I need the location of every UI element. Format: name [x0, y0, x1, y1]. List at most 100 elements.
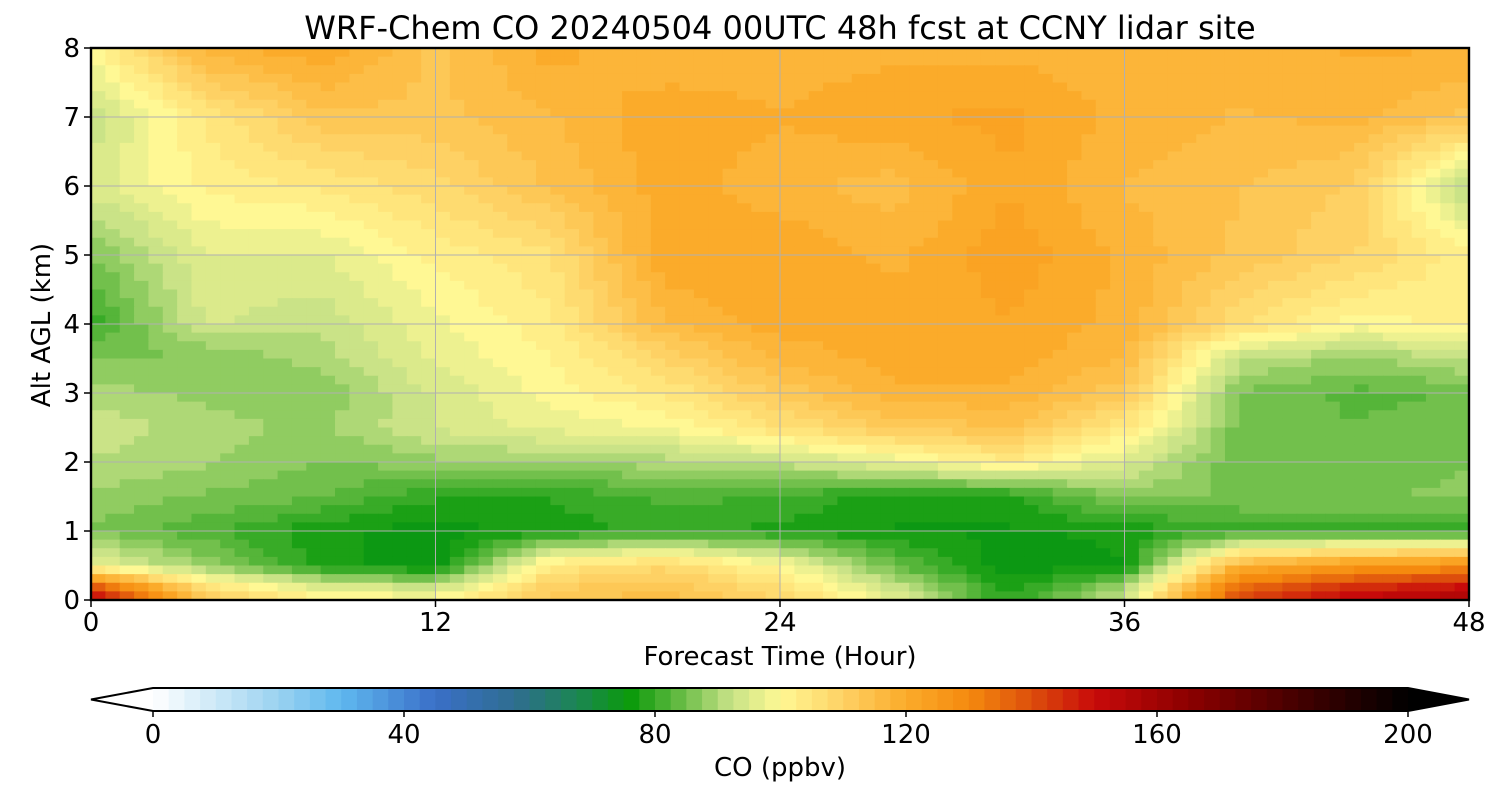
heatmap-cell — [406, 289, 422, 299]
heatmap-cell — [119, 237, 135, 247]
heatmap-cell — [263, 358, 279, 368]
heatmap-cell — [1009, 453, 1025, 463]
heatmap-cell — [1196, 211, 1212, 222]
heatmap-cell — [1253, 211, 1269, 222]
heatmap-cell — [579, 462, 594, 472]
heatmap-cell — [191, 393, 207, 403]
heatmap-cell — [363, 203, 379, 213]
heatmap-cell — [1124, 48, 1140, 58]
heatmap-cell — [952, 73, 968, 84]
heatmap-cell — [952, 427, 968, 437]
heatmap-cell — [937, 56, 953, 66]
heatmap-cell — [1239, 82, 1255, 92]
heatmap-cell — [1067, 246, 1083, 256]
heatmap-cell — [1411, 160, 1427, 170]
heatmap-cell — [263, 436, 279, 446]
heatmap-cell — [736, 91, 752, 101]
heatmap-cell — [148, 349, 164, 360]
heatmap-cell — [593, 453, 609, 463]
heatmap-cell — [1368, 315, 1384, 325]
heatmap-cell — [449, 220, 465, 230]
heatmap-cell — [909, 73, 925, 84]
heatmap-cell — [665, 280, 681, 291]
heatmap-cell — [1110, 125, 1126, 135]
heatmap-cell — [1009, 332, 1025, 342]
heatmap-cell — [866, 410, 882, 420]
heatmap-cell — [679, 168, 695, 178]
heatmap-cell — [1253, 237, 1269, 247]
heatmap-cell — [708, 315, 724, 325]
heatmap-cell — [722, 134, 738, 144]
heatmap-cell — [894, 453, 910, 463]
heatmap-cell — [1110, 315, 1126, 325]
heatmap-cell — [880, 255, 896, 265]
heatmap-cell — [435, 263, 451, 273]
heatmap-cell — [1095, 151, 1111, 161]
heatmap-cell — [1009, 444, 1025, 454]
heatmap-cell — [421, 375, 437, 385]
heatmap-cell — [1167, 246, 1183, 256]
heatmap-cell — [851, 246, 867, 256]
heatmap-cell — [1339, 125, 1355, 135]
heatmap-cell — [521, 91, 537, 101]
heatmap-cell — [650, 82, 666, 92]
heatmap-cell — [823, 393, 839, 403]
heatmap-cell — [1268, 324, 1283, 334]
heatmap-cell — [1224, 453, 1240, 463]
heatmap-cell — [923, 315, 939, 325]
heatmap-cell — [492, 410, 508, 420]
heatmap-cell — [392, 263, 408, 273]
heatmap-cell — [794, 280, 810, 291]
heatmap-cell — [478, 186, 494, 196]
heatmap-cell — [1067, 436, 1083, 446]
heatmap-cell — [564, 255, 580, 265]
heatmap-cell — [1138, 487, 1154, 498]
heatmap-cell — [593, 436, 609, 446]
heatmap-cell — [335, 479, 350, 489]
heatmap-cell — [866, 177, 882, 187]
heatmap-cell — [1397, 367, 1413, 377]
heatmap-cell — [1368, 237, 1384, 247]
heatmap-cell — [1339, 436, 1355, 446]
heatmap-cell — [191, 237, 207, 247]
heatmap-cell — [1167, 358, 1183, 368]
heatmap-cell — [105, 220, 121, 230]
heatmap-cell — [851, 255, 867, 265]
heatmap-cell — [119, 436, 135, 446]
heatmap-cell — [1296, 48, 1312, 58]
heatmap-cell — [751, 203, 767, 213]
heatmap-cell — [1224, 470, 1240, 480]
heatmap-cell — [1397, 444, 1413, 454]
heatmap-cell — [1210, 117, 1226, 127]
heatmap-cell — [1210, 168, 1226, 178]
heatmap-cell — [248, 151, 264, 161]
heatmap-cell — [162, 117, 178, 127]
heatmap-cell — [177, 263, 193, 273]
heatmap-cell — [363, 117, 379, 127]
heatmap-cell — [1095, 82, 1111, 92]
heatmap-cell — [1196, 186, 1212, 196]
heatmap-cell — [1210, 48, 1226, 58]
heatmap-cell — [1153, 134, 1169, 144]
heatmap-cell — [291, 73, 307, 84]
heatmap-cell — [1454, 444, 1470, 454]
heatmap-cell — [421, 263, 437, 273]
heatmap-cell — [263, 91, 279, 101]
heatmap-cell — [1368, 108, 1384, 118]
heatmap-cell — [579, 375, 594, 385]
heatmap-cell — [277, 367, 293, 377]
heatmap-cell — [1339, 418, 1355, 429]
heatmap-cell — [478, 134, 494, 144]
heatmap-cell — [1382, 151, 1398, 161]
heatmap-cell — [636, 237, 652, 247]
heatmap-cell — [378, 401, 394, 411]
heatmap-cell — [263, 289, 279, 299]
heatmap-cell — [234, 263, 250, 273]
heatmap-cell — [693, 263, 709, 273]
heatmap-cell — [320, 393, 336, 403]
heatmap-cell — [679, 487, 695, 498]
heatmap-cell — [1038, 125, 1054, 135]
heatmap-cell — [277, 211, 293, 222]
heatmap-cell — [134, 341, 150, 351]
heatmap-cell — [1425, 229, 1441, 239]
